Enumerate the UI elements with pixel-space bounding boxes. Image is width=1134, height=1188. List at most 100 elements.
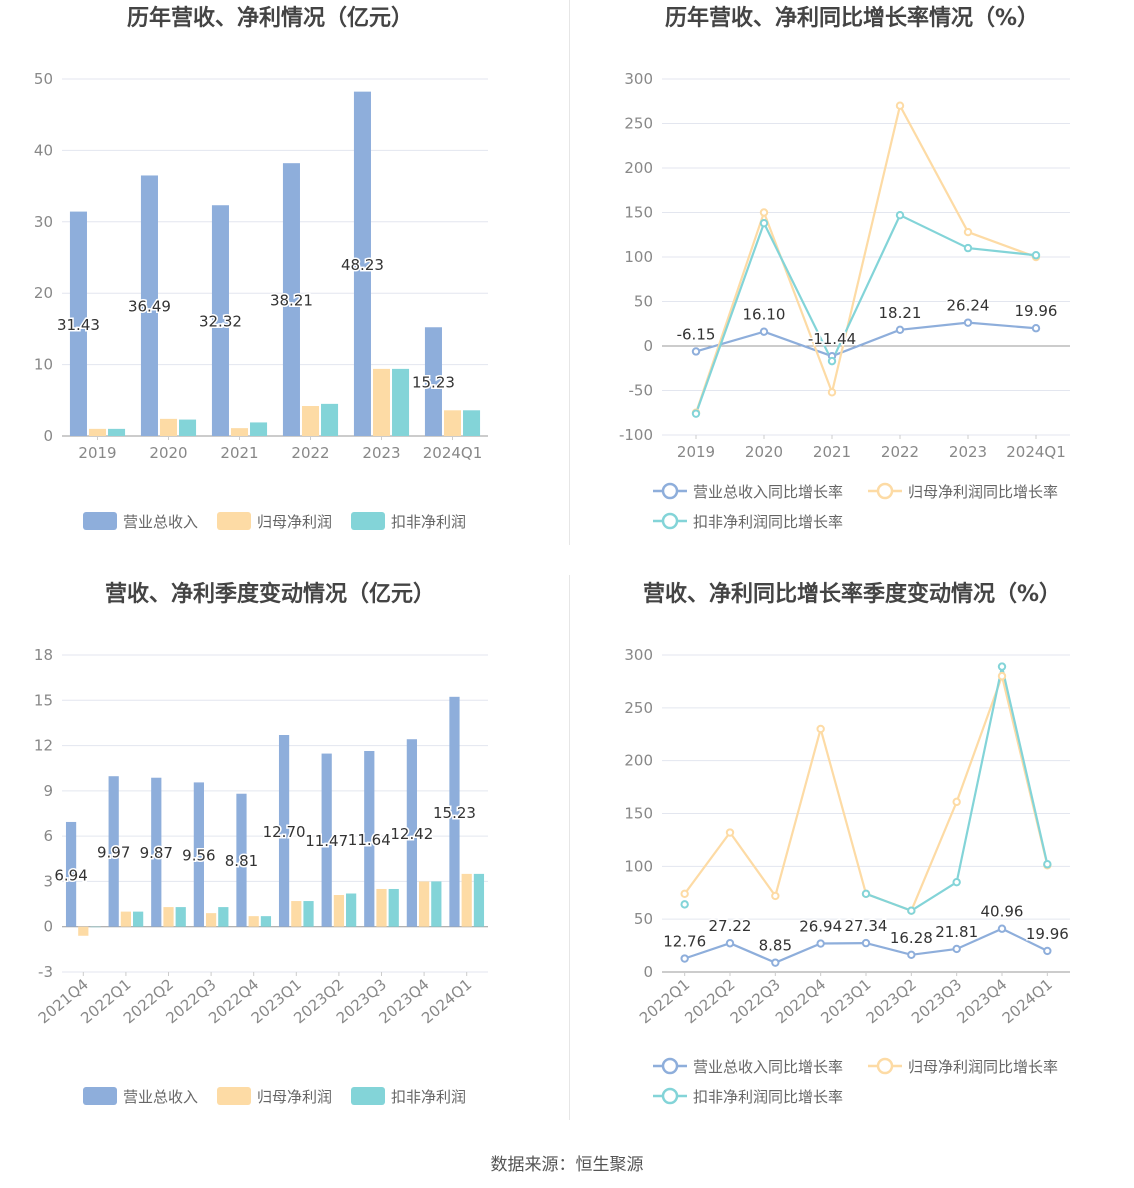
point-2	[952, 877, 961, 887]
point-1	[963, 227, 973, 237]
point-0	[952, 944, 961, 954]
point-1	[827, 388, 837, 397]
data-label: 19.96	[1026, 925, 1069, 943]
y-tick-label: 0	[43, 918, 53, 936]
legend-marker	[876, 1057, 894, 1075]
bar-1	[461, 873, 472, 927]
point-2	[895, 210, 905, 220]
bar-1	[88, 428, 107, 436]
chart-title: 营收、净利季度变动情况（亿元）	[105, 581, 435, 607]
point-0	[1031, 324, 1041, 333]
legend-label: 归母净利润同比增长率	[908, 483, 1058, 501]
y-tick-label: 10	[34, 356, 53, 374]
legend-swatch	[351, 512, 385, 530]
data-label: 26.94	[799, 918, 842, 936]
x-tick-label: 2022	[881, 443, 919, 461]
y-tick-label: 50	[634, 910, 653, 928]
data-label: 9.87	[140, 844, 173, 862]
data-label: 18.21	[879, 304, 922, 322]
bar-2	[133, 911, 144, 927]
bar-0	[65, 821, 77, 927]
legend-label: 扣非净利润同比增长率	[693, 1088, 843, 1106]
point-2	[827, 356, 837, 366]
legend-marker	[661, 482, 679, 500]
point-0	[680, 954, 689, 963]
bar-0	[353, 91, 371, 436]
point-1	[771, 891, 780, 901]
y-tick-label: 250	[624, 699, 653, 717]
bar-1	[376, 888, 387, 927]
chart-canvas: 营收、净利同比增长率季度变动情况（%） 0 50 100 150 200 250 300 202…	[624, 581, 1070, 1106]
x-tick-label: 2024Q1	[999, 975, 1056, 1027]
data-label: 12.70	[263, 823, 306, 841]
legend-label: 扣非净利润	[391, 1088, 466, 1106]
bar-2	[179, 419, 197, 436]
point-1	[997, 671, 1007, 681]
x-tick-label: 2022Q4	[772, 975, 829, 1027]
bar-2	[90, 926, 101, 928]
bar-1	[333, 895, 345, 927]
point-2	[680, 900, 689, 909]
bar-2	[108, 428, 126, 436]
bar-1	[443, 410, 462, 436]
bar-2	[463, 410, 481, 436]
bar-0	[282, 163, 300, 436]
bar-0	[151, 777, 162, 927]
bar-1	[159, 418, 178, 436]
bar-0	[236, 793, 247, 927]
y-tick-label: -100	[619, 426, 653, 444]
x-tick-label: 2019	[677, 443, 715, 461]
data-label: 11.47	[305, 832, 348, 850]
x-tick-label: 2023Q3	[908, 975, 965, 1027]
y-tick-label: 300	[624, 646, 653, 664]
legend-label: 营业总收入	[123, 1088, 198, 1106]
data-label: 21.81	[935, 923, 978, 941]
bar-1	[120, 911, 132, 927]
point-0	[759, 327, 769, 336]
point-1	[816, 724, 825, 734]
bar-2	[321, 403, 339, 436]
x-tick-label: 2020	[149, 444, 187, 462]
data-label: -6.15	[677, 325, 716, 343]
point-0	[691, 347, 701, 356]
legend-swatch	[83, 1087, 117, 1105]
point-2	[907, 906, 916, 915]
data-label: 8.81	[225, 852, 258, 870]
chart-title: 营收、净利同比增长率季度变动情况（%）	[643, 581, 1061, 607]
bar-2	[218, 907, 229, 927]
point-2	[1031, 251, 1041, 260]
legend-swatch	[217, 512, 251, 530]
y-tick-label: 6	[43, 827, 53, 845]
data-label: 9.97	[97, 843, 130, 861]
point-2	[1043, 860, 1052, 869]
legend-label: 营业总收入	[123, 513, 198, 531]
legend-label: 扣非净利润同比增长率	[693, 513, 843, 531]
y-tick-label: 40	[34, 141, 53, 159]
data-label: 27.34	[845, 917, 888, 935]
point-1	[759, 208, 769, 217]
data-label: 27.22	[709, 917, 752, 935]
chart-canvas: 历年营收、净利情况（亿元） 0 10 20 30 40 50 2019 2020 2021 2022…	[34, 5, 488, 531]
y-tick-label: 250	[624, 115, 653, 133]
point-0	[963, 318, 973, 327]
y-tick-label: 50	[34, 70, 53, 88]
x-tick-label: 2023	[949, 443, 987, 461]
point-0	[1043, 946, 1052, 956]
annual-revenue-profit-chart: 历年营收、净利情况（亿元） 0 10 20 30 40 50 2019 2020 2021 2022…	[0, 0, 570, 550]
point-1	[725, 828, 735, 837]
y-tick-label: 100	[624, 857, 653, 875]
bar-1	[230, 428, 249, 436]
bar-0	[108, 776, 119, 927]
series-line-2	[694, 213, 1037, 415]
series-line-0	[695, 321, 1037, 358]
y-tick-label: 100	[624, 248, 653, 266]
series-line-1	[694, 102, 1037, 414]
annual-growth-rate-chart: 历年营收、净利同比增长率情况（%） -100 -50 0 50 100 150 200 250 3…	[570, 0, 1134, 550]
point-2	[997, 662, 1007, 671]
data-label: 40.96	[981, 903, 1024, 921]
point-0	[907, 950, 916, 959]
x-tick-label: 2022Q1	[636, 975, 693, 1027]
y-tick-label: 300	[624, 70, 653, 88]
data-label: 16.10	[743, 306, 786, 324]
data-label: 12.76	[663, 933, 706, 951]
